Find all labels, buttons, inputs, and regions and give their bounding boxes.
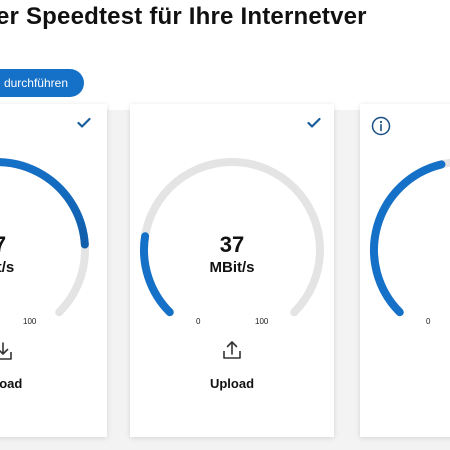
check-icon <box>307 117 321 128</box>
download-speed-value: 7 <box>0 232 60 258</box>
run-speedtest-button[interactable]: durchführen <box>0 69 84 97</box>
page-title: er Speedtest für Ihre Internetver <box>0 3 367 30</box>
download-card: 7 Bit/s 100 nload <box>0 104 107 437</box>
upload-gauge-fill <box>140 232 174 317</box>
upload-label: Upload <box>209 376 255 391</box>
upload-scale-max: 100 <box>255 317 269 326</box>
third-card: 0 <box>360 104 450 437</box>
download-label: nload <box>0 376 23 391</box>
download-gauge-fill <box>0 158 89 249</box>
download-icon[interactable] <box>0 340 14 362</box>
upload-speed-unit: MBit/s <box>209 259 255 276</box>
upload-card: 37 MBit/s 0 100 Upload <box>130 104 334 437</box>
info-icon[interactable] <box>371 116 391 136</box>
download-speed-unit: Bit/s <box>0 259 15 276</box>
upload-gauge <box>140 158 324 317</box>
third-gauge <box>369 158 450 317</box>
download-gauge <box>0 158 89 317</box>
upload-speed-value: 37 <box>219 232 245 257</box>
check-icon <box>77 117 91 128</box>
download-scale-max: 100 <box>23 317 37 326</box>
third-scale-min: 0 <box>426 317 431 326</box>
download-gauge-track <box>0 158 89 317</box>
third-gauge-fill <box>369 160 446 317</box>
upload-scale-min: 0 <box>196 317 201 326</box>
upload-icon[interactable] <box>221 339 243 361</box>
